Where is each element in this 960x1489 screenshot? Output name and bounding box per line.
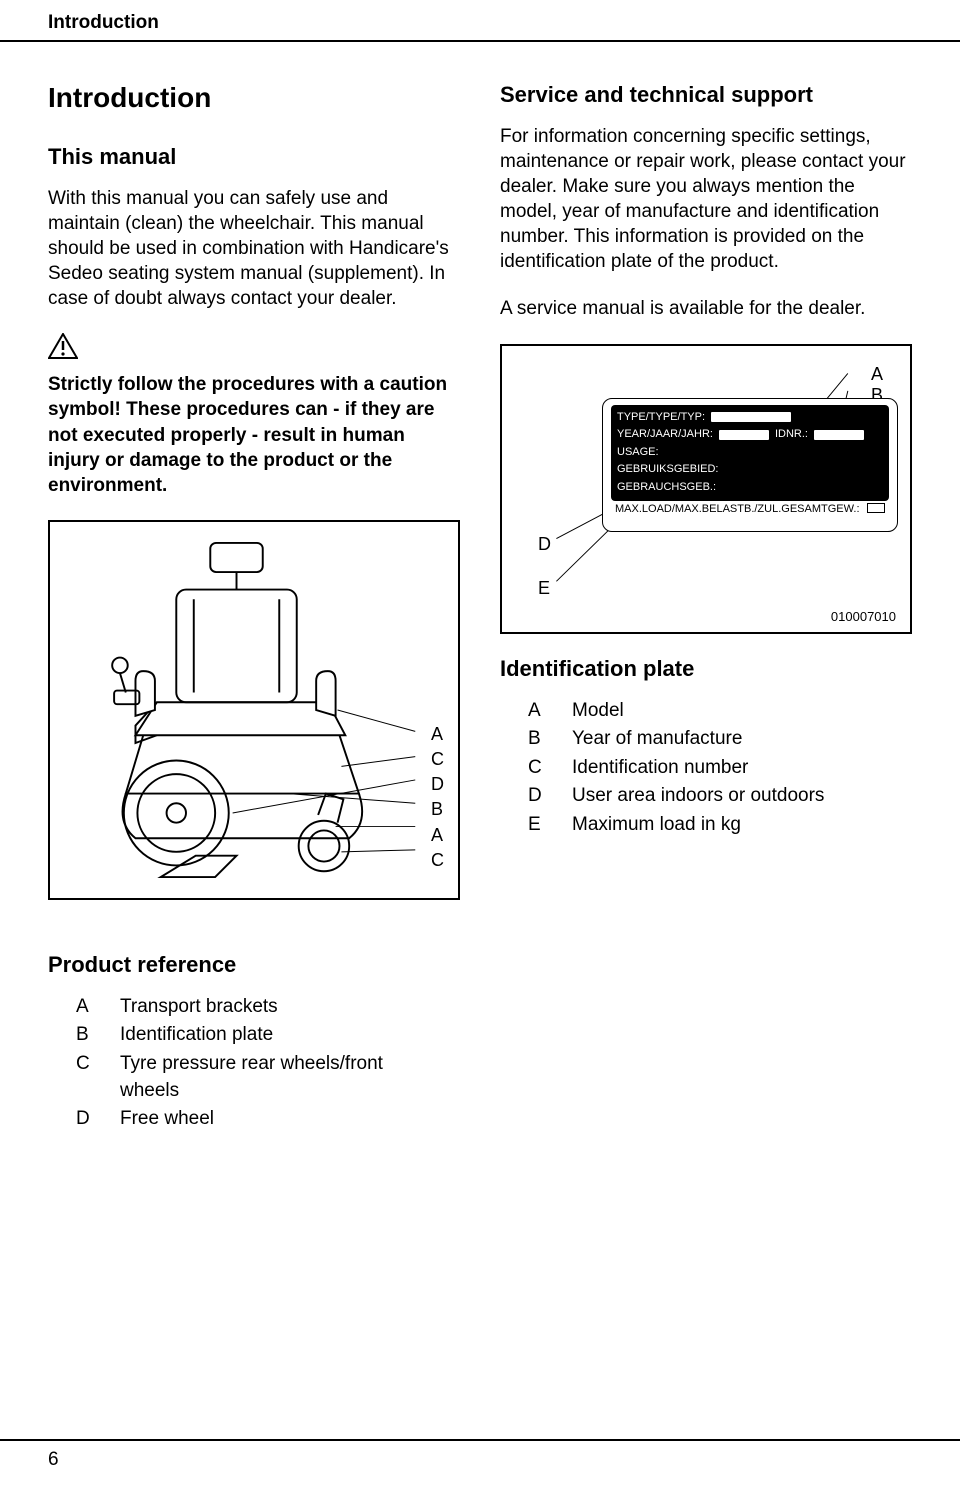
idplate-card: TYPE/TYPE/TYP: YEAR/JAAR/JAHR: IDNR.: USA…: [602, 398, 898, 532]
ref-value: User area indoors or outdoors: [572, 783, 912, 810]
ref-value: Free wheel: [120, 1106, 432, 1133]
ref-value: Maximum load in kg: [572, 812, 912, 839]
ref-key: D: [76, 1106, 120, 1133]
idplate-bottom-row: MAX.LOAD/MAX.BELASTB./ZUL.GESAMTGEW.:: [611, 501, 889, 515]
product-reference-heading: Product reference: [48, 952, 432, 978]
identification-plate-heading: Identification plate: [500, 656, 912, 682]
wheelchair-figure: A C D B A C: [48, 520, 460, 900]
identification-plate-list: AModel BYear of manufacture CIdentificat…: [500, 698, 912, 839]
list-item: CIdentification number: [528, 755, 912, 782]
figure-label: D: [431, 772, 444, 797]
this-manual-paragraph: With this manual you can safely use and …: [48, 186, 460, 311]
list-item: DUser area indoors or outdoors: [528, 783, 912, 810]
ref-key: A: [528, 698, 572, 725]
product-reference-section: Product reference ATransport brackets BI…: [0, 952, 480, 1133]
caution-icon: [48, 333, 460, 364]
list-item: CTyre pressure rear wheels/front wheels: [76, 1051, 432, 1104]
left-column: Introduction This manual With this manua…: [48, 82, 460, 922]
idplate-field-label: USAGE:: [617, 444, 659, 462]
right-column: Service and technical support For inform…: [500, 82, 912, 922]
wheelchair-label-stack: A C D B A C: [431, 722, 444, 873]
idplate-image-number: 010007010: [831, 609, 896, 624]
idplate-field-label: TYPE/TYPE/TYP:: [617, 409, 705, 427]
service-heading: Service and technical support: [500, 82, 912, 108]
idplate-field-label: YEAR/JAAR/JAHR:: [617, 426, 713, 444]
ref-key: C: [528, 755, 572, 782]
service-paragraph-1: For information concerning specific sett…: [500, 124, 912, 274]
idplate-blackbar: TYPE/TYPE/TYP: YEAR/JAAR/JAHR: IDNR.: USA…: [611, 405, 889, 501]
ref-value: Year of manufacture: [572, 726, 912, 753]
ref-key: B: [76, 1022, 120, 1049]
idplate-empty-box: [867, 503, 885, 513]
ref-value: Model: [572, 698, 912, 725]
running-header: Introduction: [0, 0, 960, 42]
figure-label: C: [431, 848, 444, 873]
content-columns: Introduction This manual With this manua…: [0, 42, 960, 922]
page-title: Introduction: [48, 82, 460, 114]
list-item: BYear of manufacture: [528, 726, 912, 753]
list-item: ATransport brackets: [76, 994, 432, 1021]
product-reference-list: ATransport brackets BIdentification plat…: [48, 994, 432, 1133]
wheelchair-illustration: [50, 522, 458, 898]
list-item: AModel: [528, 698, 912, 725]
this-manual-heading: This manual: [48, 144, 460, 170]
page-number: 6: [48, 1449, 59, 1470]
figure-label: A: [431, 722, 444, 747]
list-item: DFree wheel: [76, 1106, 432, 1133]
ref-key: A: [76, 994, 120, 1021]
figure-label: C: [431, 747, 444, 772]
ref-key: D: [528, 783, 572, 810]
idplate-field-label: IDNR.:: [775, 426, 808, 444]
ref-key: B: [528, 726, 572, 753]
figure-label: A: [431, 823, 444, 848]
ref-value: Identification plate: [120, 1022, 432, 1049]
ref-key: C: [76, 1051, 120, 1104]
service-paragraph-2: A service manual is available for the de…: [500, 296, 912, 321]
ref-value: Transport brackets: [120, 994, 432, 1021]
ref-key: E: [528, 812, 572, 839]
running-title: Introduction: [48, 12, 159, 33]
list-item: EMaximum load in kg: [528, 812, 912, 839]
ref-value: Tyre pressure rear wheels/front wheels: [120, 1051, 432, 1104]
ref-value: Identification number: [572, 755, 912, 782]
figure-label: B: [431, 797, 444, 822]
identification-plate-figure: A B C D E TYPE/TYPE/TYP: YEAR/JAAR/JAHR:: [500, 344, 912, 634]
list-item: BIdentification plate: [76, 1022, 432, 1049]
caution-paragraph: Strictly follow the procedures with a ca…: [48, 372, 460, 497]
idplate-field-label: GEBRUIKSGEBIED:: [617, 461, 718, 479]
idplate-field-label: MAX.LOAD/MAX.BELASTB./ZUL.GESAMTGEW.:: [615, 503, 860, 515]
page-footer: 6: [0, 1439, 960, 1489]
idplate-field-label: GEBRAUCHSGEB.:: [617, 479, 716, 497]
